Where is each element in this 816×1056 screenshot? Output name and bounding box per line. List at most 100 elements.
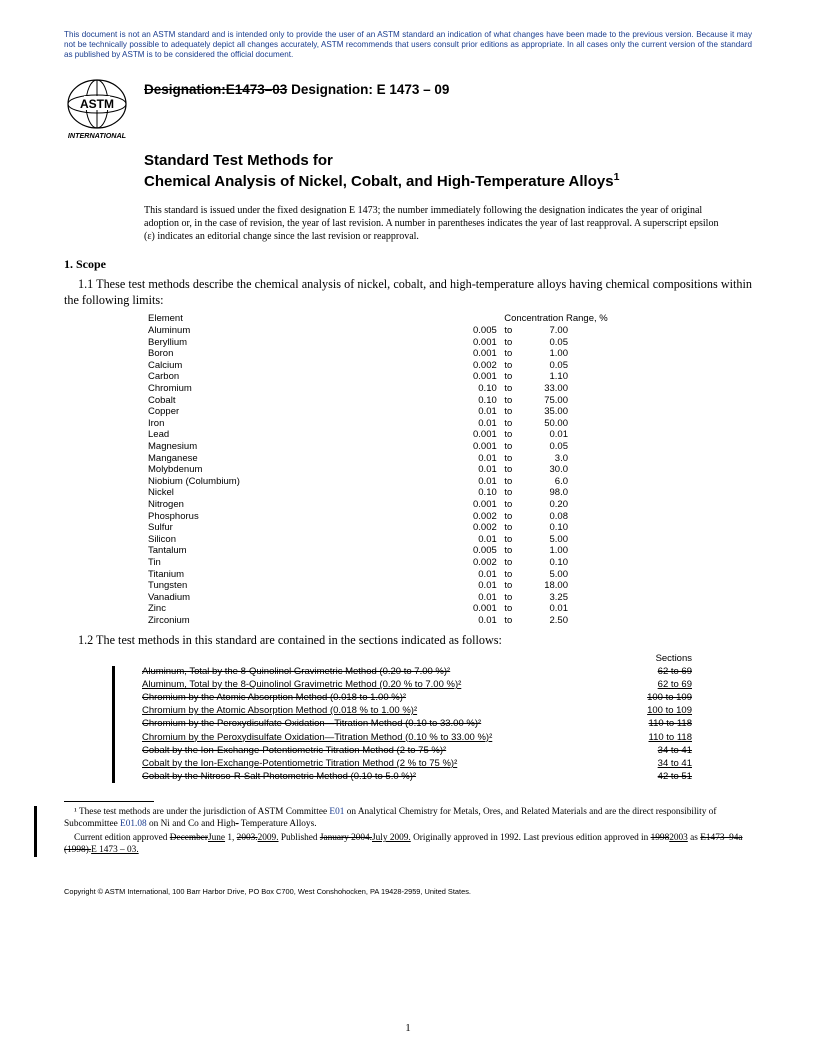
element-hi: 33.00 (520, 383, 668, 395)
table-row: Magnesium0.001to0.05 (148, 441, 668, 453)
link-e01-08[interactable]: E01.08 (120, 819, 147, 829)
footnote-2: Current edition approved DecemberJune 1,… (64, 832, 752, 856)
disclaimer-text: This document is not an ASTM standard an… (64, 30, 752, 60)
element-hi: 3.0 (520, 452, 668, 464)
table-row: Nitrogen0.001to0.20 (148, 499, 668, 511)
element-lo: 0.10 (444, 383, 497, 395)
element-to: to (497, 336, 520, 348)
method-row: Aluminum, Total by the 8-Quinolinol Grav… (142, 666, 692, 678)
element-to: to (497, 348, 520, 360)
method-row: Chromium by the Atomic Absorption Method… (142, 692, 692, 704)
method-name: Chromium by the Peroxydisulfate Oxidatio… (142, 732, 492, 744)
element-lo: 0.002 (444, 360, 497, 372)
table-row: Vanadium0.01to3.25 (148, 591, 668, 603)
element-name: Phosphorus (148, 510, 444, 522)
element-hi: 35.00 (520, 406, 668, 418)
element-name: Lead (148, 429, 444, 441)
element-to: to (497, 580, 520, 592)
table-row: Nickel0.10to98.0 (148, 487, 668, 499)
title-block: Standard Test Methods for Chemical Analy… (144, 152, 752, 243)
method-name: Aluminum, Total by the 8-Quinolinol Grav… (142, 666, 450, 678)
element-lo: 0.001 (444, 429, 497, 441)
element-name: Copper (148, 406, 444, 418)
element-name: Tungsten (148, 580, 444, 592)
method-name: Chromium by the Atomic Absorption Method… (142, 692, 406, 704)
element-to: to (497, 533, 520, 545)
element-lo: 0.01 (444, 591, 497, 603)
method-name: Aluminum, Total by the 8-Quinolinol Grav… (142, 679, 461, 691)
method-sections: 100 to 109 (620, 705, 692, 717)
element-to: to (497, 557, 520, 569)
element-to: to (497, 394, 520, 406)
element-lo: 0.005 (444, 545, 497, 557)
element-name: Niobium (Columbium) (148, 475, 444, 487)
table-row: Aluminum0.005to7.00 (148, 325, 668, 337)
table-row: Beryllium0.001to0.05 (148, 336, 668, 348)
table-row: Chromium0.10to33.00 (148, 383, 668, 395)
table-row: Tantalum0.005to1.00 (148, 545, 668, 557)
element-hi: 0.05 (520, 336, 668, 348)
element-hi: 0.20 (520, 499, 668, 511)
method-row: Cobalt by the Ion-Exchange-Potentiometri… (142, 758, 692, 770)
method-sections: 62 to 69 (620, 679, 692, 691)
table-row: Tungsten0.01to18.00 (148, 580, 668, 592)
table-row: Copper0.01to35.00 (148, 406, 668, 418)
table-row: Cobalt0.10to75.00 (148, 394, 668, 406)
element-lo: 0.01 (444, 464, 497, 476)
table-row: Silicon0.01to5.00 (148, 533, 668, 545)
element-name: Silicon (148, 533, 444, 545)
copyright-text: Copyright © ASTM International, 100 Barr… (64, 887, 752, 896)
link-e01[interactable]: E01 (329, 807, 344, 817)
table-row: Boron0.001to1.00 (148, 348, 668, 360)
footnotes: ¹ These test methods are under the juris… (64, 806, 752, 856)
element-name: Nickel (148, 487, 444, 499)
element-name: Zinc (148, 603, 444, 615)
table-row: Sulfur0.002to0.10 (148, 522, 668, 534)
element-name: Carbon (148, 371, 444, 383)
element-name: Titanium (148, 568, 444, 580)
designation-new: Designation: E 1473 – 09 (291, 82, 449, 97)
element-lo: 0.01 (444, 533, 497, 545)
element-lo: 0.001 (444, 441, 497, 453)
element-name: Vanadium (148, 591, 444, 603)
element-lo: 0.01 (444, 406, 497, 418)
element-hi: 1.00 (520, 545, 668, 557)
element-lo: 0.01 (444, 452, 497, 464)
element-lo: 0.001 (444, 603, 497, 615)
method-name: Cobalt by the Ion-Exchange-Potentiometri… (142, 745, 446, 757)
table-row: Zirconium0.01to2.50 (148, 615, 668, 627)
element-to: to (497, 452, 520, 464)
method-row: Aluminum, Total by the 8-Quinolinol Grav… (142, 679, 692, 691)
footnote-1: ¹ These test methods are under the juris… (64, 806, 752, 830)
element-lo: 0.01 (444, 580, 497, 592)
element-hi: 0.05 (520, 441, 668, 453)
element-hi: 0.01 (520, 603, 668, 615)
element-hi: 5.00 (520, 533, 668, 545)
method-row: Chromium by the Peroxydisulfate Oxidatio… (142, 718, 692, 730)
element-name: Calcium (148, 360, 444, 372)
table-row: Manganese0.01to3.0 (148, 452, 668, 464)
svg-text:ASTM: ASTM (80, 97, 114, 111)
method-sections: 62 to 69 (620, 666, 692, 678)
element-lo: 0.001 (444, 499, 497, 511)
element-lo: 0.001 (444, 371, 497, 383)
element-to: to (497, 499, 520, 511)
element-to: to (497, 464, 520, 476)
element-hi: 98.0 (520, 487, 668, 499)
header-row: ASTM INTERNATIONAL Designation:E1473–03 … (64, 78, 752, 142)
element-to: to (497, 545, 520, 557)
methods-list: Sections Aluminum, Total by the 8-Quinol… (142, 653, 692, 784)
element-name: Sulfur (148, 522, 444, 534)
element-name: Beryllium (148, 336, 444, 348)
issued-note: This standard is issued under the fixed … (144, 204, 752, 243)
scope-1-1: 1.1 These test methods describe the chem… (64, 276, 752, 309)
method-sections: 34 to 41 (620, 758, 692, 770)
method-row: Chromium by the Peroxydisulfate Oxidatio… (142, 732, 692, 744)
element-to: to (497, 568, 520, 580)
element-hi: 2.50 (520, 615, 668, 627)
table-row: Iron0.01to50.00 (148, 418, 668, 430)
table-row: Tin0.002to0.10 (148, 557, 668, 569)
method-sections: 42 to 51 (620, 771, 692, 783)
element-to: to (497, 603, 520, 615)
element-to: to (497, 371, 520, 383)
